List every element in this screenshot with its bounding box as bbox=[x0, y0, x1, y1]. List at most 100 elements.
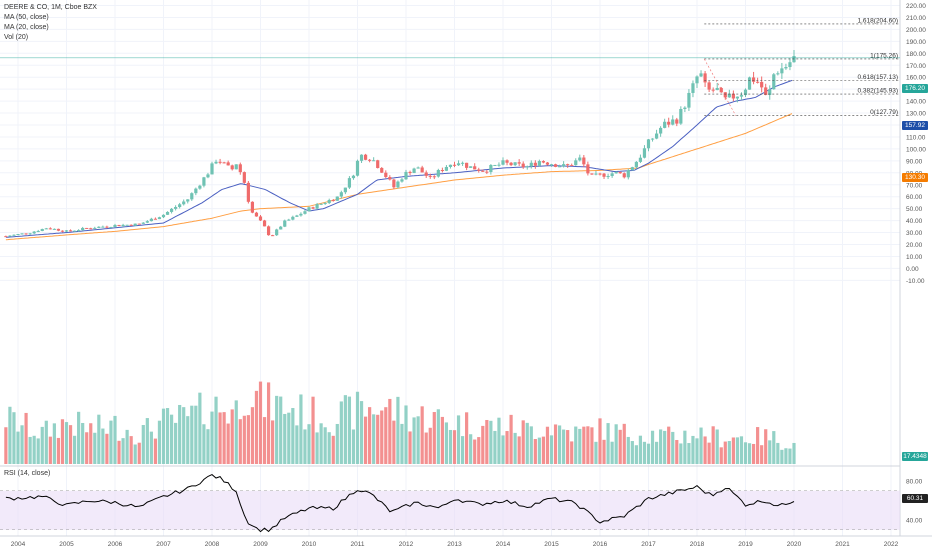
candle-body bbox=[85, 227, 89, 229]
candle-body bbox=[642, 148, 647, 158]
price-tick-label: 40.00 bbox=[906, 218, 923, 225]
candle-body bbox=[295, 215, 299, 217]
candle-body bbox=[711, 89, 715, 91]
ma50-line bbox=[5, 113, 793, 241]
candle-body bbox=[234, 164, 238, 170]
volume-bar bbox=[380, 410, 384, 464]
candle-body bbox=[384, 172, 388, 178]
volume-bar bbox=[481, 425, 485, 464]
candle-body bbox=[776, 73, 780, 75]
year-tick-label: 2018 bbox=[690, 541, 705, 548]
candle-body bbox=[505, 160, 509, 163]
candle-body bbox=[630, 167, 634, 171]
candle-body bbox=[570, 165, 574, 167]
candle-body bbox=[291, 216, 295, 220]
candle-body bbox=[473, 166, 477, 170]
volume-bar bbox=[695, 438, 699, 464]
volume-bar bbox=[634, 445, 638, 464]
volume-bar bbox=[372, 414, 376, 464]
volume-bar bbox=[137, 442, 141, 464]
year-tick-label: 2019 bbox=[738, 541, 753, 548]
candle-body bbox=[586, 164, 590, 174]
candle-body bbox=[4, 236, 8, 238]
volume-bar bbox=[525, 422, 529, 464]
volume-bar bbox=[622, 423, 626, 464]
year-tick-label: 2016 bbox=[593, 541, 608, 548]
year-tick-label: 2009 bbox=[253, 541, 268, 548]
candle-body bbox=[517, 162, 521, 164]
volume-bar bbox=[756, 427, 760, 464]
candle-body bbox=[165, 211, 170, 215]
price-tick-label: 20.00 bbox=[906, 242, 923, 249]
volume-bar bbox=[125, 429, 129, 464]
volume-bar bbox=[650, 430, 655, 464]
candle-body bbox=[178, 204, 182, 208]
volume-bar bbox=[715, 429, 719, 464]
volume-bar bbox=[549, 435, 554, 464]
volume-bar bbox=[582, 426, 586, 464]
volume-bar bbox=[574, 426, 578, 464]
candle-body bbox=[145, 221, 149, 223]
legend-ma50[interactable]: MA (50, close) bbox=[4, 14, 49, 21]
fibonacci-levels: 1.618(204.60) 1(175.26) 0.618(157.13) 0.382… bbox=[0, 17, 900, 116]
legend-rsi[interactable]: RSI (14, close) bbox=[4, 470, 51, 477]
candle-body bbox=[113, 224, 117, 227]
candle-body bbox=[60, 230, 65, 232]
price-tick-label: 200.00 bbox=[906, 27, 926, 34]
year-tick-label: 2004 bbox=[11, 541, 26, 548]
volume-bar bbox=[351, 429, 356, 464]
volume-bar bbox=[384, 407, 388, 464]
volume-bar bbox=[174, 422, 178, 464]
volume-bar bbox=[4, 427, 8, 464]
volume-bar bbox=[149, 431, 153, 464]
volume-bar bbox=[287, 412, 291, 464]
candle-body bbox=[315, 204, 319, 209]
price-axis[interactable]: 220.00 210.00 200.00 190.00 180.00 170.00 160.… bbox=[906, 3, 926, 525]
volume-bar bbox=[68, 425, 73, 464]
candle-body bbox=[675, 119, 679, 124]
volume-bar bbox=[266, 382, 271, 464]
candle-body bbox=[299, 213, 303, 216]
volume-bar bbox=[262, 417, 267, 464]
price-tick-label: 10.00 bbox=[906, 254, 923, 261]
volume-bar bbox=[16, 431, 20, 464]
candle-body bbox=[380, 168, 384, 173]
time-axis[interactable]: 2004 2005 2006 2007 2008 2009 2010 2011 2012 2013… bbox=[11, 541, 899, 548]
candle-body bbox=[109, 226, 113, 228]
year-tick-label: 2015 bbox=[544, 541, 559, 548]
candle-body bbox=[562, 164, 566, 167]
volume-bar bbox=[485, 419, 489, 464]
candle-body bbox=[81, 227, 85, 231]
candle-body bbox=[363, 154, 368, 160]
volume-bar bbox=[610, 441, 614, 464]
volume-bar bbox=[24, 412, 28, 464]
legend-symbol[interactable]: DEERE & CO, 1M, Cboe BZX bbox=[4, 4, 97, 11]
legend-volume[interactable]: Vol (20) bbox=[4, 34, 29, 41]
volume-bar bbox=[283, 413, 287, 464]
candle-body bbox=[117, 224, 121, 227]
volume-bar bbox=[521, 420, 525, 464]
volume-bar bbox=[77, 411, 81, 464]
candle-body bbox=[703, 73, 707, 83]
volume-bar bbox=[129, 436, 133, 464]
volume-bar bbox=[359, 401, 364, 464]
candle-body bbox=[275, 229, 279, 236]
candle-body bbox=[279, 226, 283, 230]
volume-bar bbox=[553, 424, 558, 464]
legend-ma20[interactable]: MA (20, close) bbox=[4, 24, 49, 31]
volume-bar bbox=[121, 438, 125, 464]
volume-bar bbox=[218, 412, 222, 464]
price-tick-label: 170.00 bbox=[906, 63, 926, 70]
candle-body bbox=[663, 121, 667, 128]
candle-body bbox=[32, 231, 36, 234]
candle-body bbox=[311, 207, 315, 209]
candle-body bbox=[772, 74, 776, 90]
volume-bar bbox=[153, 438, 158, 464]
candle-body bbox=[266, 226, 271, 236]
volume-bar bbox=[452, 430, 457, 464]
candle-body bbox=[489, 165, 493, 173]
volume-bar bbox=[258, 381, 263, 464]
candle-body bbox=[448, 164, 453, 167]
volume-bars bbox=[4, 381, 796, 464]
